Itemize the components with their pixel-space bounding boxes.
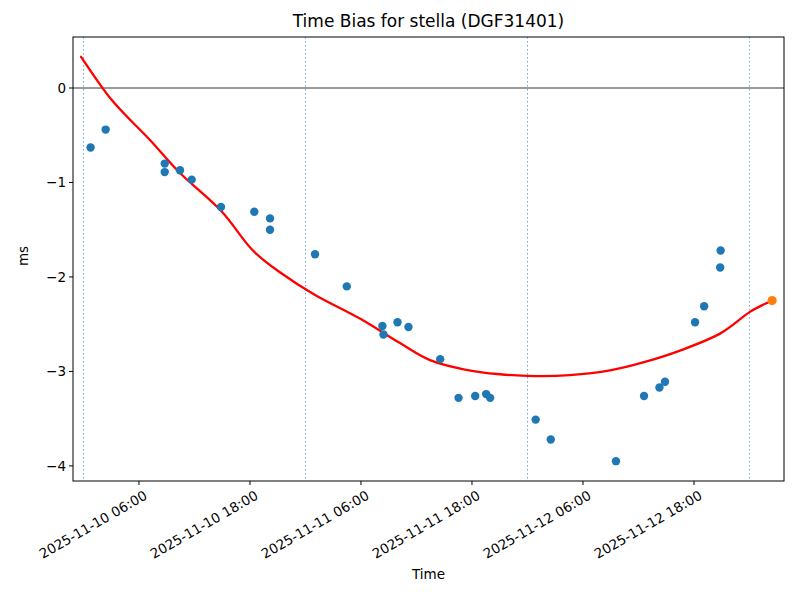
data-point xyxy=(640,392,648,400)
data-point xyxy=(266,226,274,234)
data-point xyxy=(176,166,184,174)
data-point xyxy=(101,125,109,133)
data-point xyxy=(250,208,258,216)
x-axis-label: Time xyxy=(73,566,784,582)
data-point xyxy=(700,302,708,310)
data-point xyxy=(393,318,401,326)
data-point xyxy=(547,435,555,443)
data-point xyxy=(161,159,169,167)
data-point xyxy=(404,323,412,331)
data-point xyxy=(691,318,699,326)
chart-title: Time Bias for stella (DGF31401) xyxy=(73,11,784,31)
data-point xyxy=(486,394,494,402)
data-point xyxy=(161,168,169,176)
data-point xyxy=(661,378,669,386)
y-tick-label: −2 xyxy=(6,269,66,285)
data-point xyxy=(378,322,386,330)
data-point xyxy=(612,457,620,465)
chart-figure: Time Bias for stella (DGF31401) ms Time … xyxy=(0,0,800,600)
data-point xyxy=(436,355,444,363)
y-axis-label: ms xyxy=(15,246,31,266)
fit-curve xyxy=(81,57,772,376)
y-tick-label: −3 xyxy=(6,363,66,379)
data-point xyxy=(531,415,539,423)
data-point xyxy=(217,203,225,211)
data-point xyxy=(343,282,351,290)
data-point xyxy=(266,214,274,222)
data-point xyxy=(716,263,724,271)
y-tick-label: −1 xyxy=(6,174,66,190)
latest-data-point xyxy=(768,296,777,305)
data-point xyxy=(454,394,462,402)
data-point xyxy=(311,250,319,258)
data-point xyxy=(716,246,724,254)
data-point xyxy=(379,330,387,338)
y-tick-label: −4 xyxy=(6,458,66,474)
data-point xyxy=(471,392,479,400)
plot-border xyxy=(73,37,784,481)
data-point xyxy=(86,143,94,151)
data-point xyxy=(188,175,196,183)
y-tick-label: 0 xyxy=(6,80,66,96)
